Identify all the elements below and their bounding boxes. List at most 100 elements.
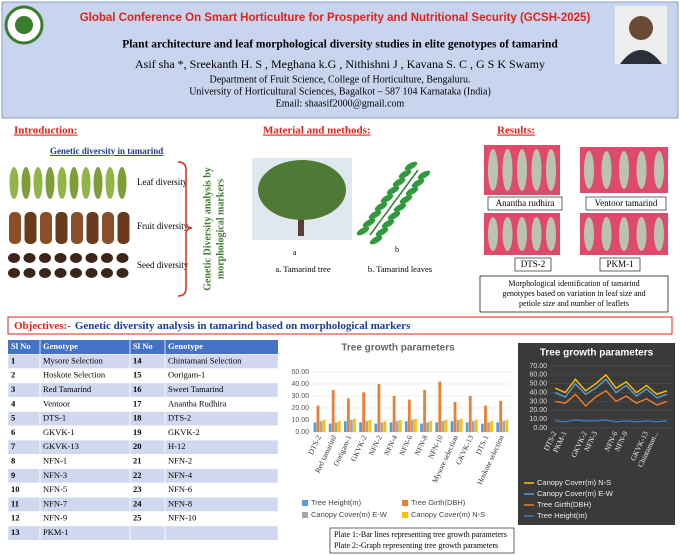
- bar: [365, 421, 369, 432]
- table-cell: GKVK-1: [43, 427, 75, 437]
- y-tick-label: 20.00: [529, 407, 547, 414]
- logo-center: [15, 16, 33, 34]
- fruit-image: [24, 212, 37, 244]
- table-cell: 2: [11, 370, 15, 380]
- leaflet: [417, 170, 431, 180]
- leaf-image: [33, 167, 43, 199]
- leaflet: [369, 235, 383, 245]
- table-cell: 8: [11, 456, 15, 466]
- leaf-specimen: [619, 217, 629, 251]
- leaflet: [393, 203, 407, 212]
- leaflet: [380, 194, 394, 203]
- leaflet: [404, 161, 418, 171]
- bar: [499, 400, 503, 432]
- bar: [438, 381, 442, 432]
- legend-label: Canopy Cover(m) E-W: [537, 489, 614, 498]
- bar: [414, 418, 417, 432]
- bar: [374, 423, 378, 432]
- bar: [404, 421, 408, 432]
- table-cell: 11: [11, 498, 19, 508]
- result-label: PKM-1: [606, 259, 633, 269]
- table-cell: Chintamani Selection: [168, 355, 242, 365]
- seed-image: [54, 268, 67, 278]
- label-box: [514, 257, 552, 272]
- table-cell: NFN-6: [168, 484, 192, 494]
- table-cell: Sweet Tamarind: [168, 384, 224, 394]
- leaf-stem: [369, 169, 419, 236]
- table-cell: 17: [133, 398, 142, 408]
- table-cell: 24: [133, 498, 142, 508]
- result-label: DTS-2: [521, 259, 546, 269]
- bar: [322, 420, 326, 432]
- leaf-image: [117, 167, 127, 199]
- table-cell: DTS-1: [43, 413, 66, 423]
- seed-image: [23, 268, 36, 278]
- seed-image: [8, 253, 20, 263]
- figure-caption: a. Tamarind tree: [275, 264, 330, 274]
- seed-image: [101, 268, 113, 278]
- intro-label: Leaf diversity: [137, 177, 188, 187]
- table-cell: 20: [133, 441, 142, 451]
- seed-image: [116, 268, 129, 278]
- table-cell: GKVK-2: [168, 427, 200, 437]
- table-cell: NFN-3: [43, 470, 67, 480]
- section-heading: Material and methods:: [263, 125, 371, 137]
- leaflet: [362, 218, 376, 228]
- bar: [337, 421, 341, 432]
- y-tick-label: 0.00: [295, 429, 309, 436]
- leaflet: [375, 227, 389, 237]
- leaf-specimen: [619, 151, 629, 189]
- legend-label: Canopy Cover(m) E-W: [311, 510, 388, 519]
- chart-title: Tree growth parameters: [540, 348, 654, 359]
- chart-area: [518, 343, 675, 525]
- fruit-image: [71, 212, 83, 244]
- bar: [316, 405, 320, 432]
- table-cell: 6: [11, 427, 15, 437]
- series-line: [554, 378, 668, 399]
- leaflet: [398, 169, 412, 179]
- seed-image: [39, 268, 51, 278]
- intro-label: Fruit diversity: [137, 221, 189, 231]
- table-cell: 23: [133, 484, 142, 494]
- bar: [398, 420, 402, 432]
- table-cell: 13: [11, 527, 20, 537]
- bar: [359, 422, 362, 432]
- table-cell: 21: [133, 456, 142, 466]
- figure-caption: b. Tamarind leaves: [368, 264, 432, 274]
- leaf-specimen: [601, 217, 612, 251]
- bar: [353, 418, 356, 432]
- bar: [362, 392, 366, 432]
- table-cell: 12: [11, 513, 20, 523]
- photo-head: [629, 16, 653, 40]
- leaflet: [381, 219, 395, 229]
- seed-image: [23, 253, 36, 263]
- leaf-specimen: [654, 217, 664, 251]
- legend-label: Tree Height(m): [537, 511, 588, 520]
- table-cell: NFN-2: [168, 456, 192, 466]
- leaf-specimen: [584, 217, 594, 251]
- results-caption: genotypes based on variation in leaf siz…: [502, 289, 645, 298]
- table-cell: NFN-8: [168, 498, 192, 508]
- bar: [465, 422, 469, 432]
- bar: [441, 421, 445, 432]
- bar: [368, 420, 372, 432]
- leaf-specimen: [546, 149, 556, 191]
- table-cell: 5: [11, 413, 15, 423]
- legend-label: Canopy Cover(m) N-S: [411, 510, 485, 519]
- leaflet: [387, 211, 401, 220]
- leaflet: [368, 210, 382, 220]
- fruit-image: [117, 212, 130, 244]
- bar: [350, 420, 353, 432]
- y-tick-label: 30.00: [291, 393, 309, 400]
- fruit-image: [40, 212, 52, 244]
- bar: [334, 422, 338, 432]
- y-tick-label: 50.00: [529, 381, 547, 388]
- table-cell: NFN-4: [168, 470, 193, 480]
- objectives-label: Objectives:-: [14, 320, 71, 332]
- seed-image: [85, 253, 98, 263]
- bar: [496, 422, 500, 432]
- table-header: Genotype: [43, 341, 78, 351]
- bar: [347, 398, 350, 432]
- seed-image: [39, 253, 51, 263]
- leaf-specimen: [517, 149, 527, 191]
